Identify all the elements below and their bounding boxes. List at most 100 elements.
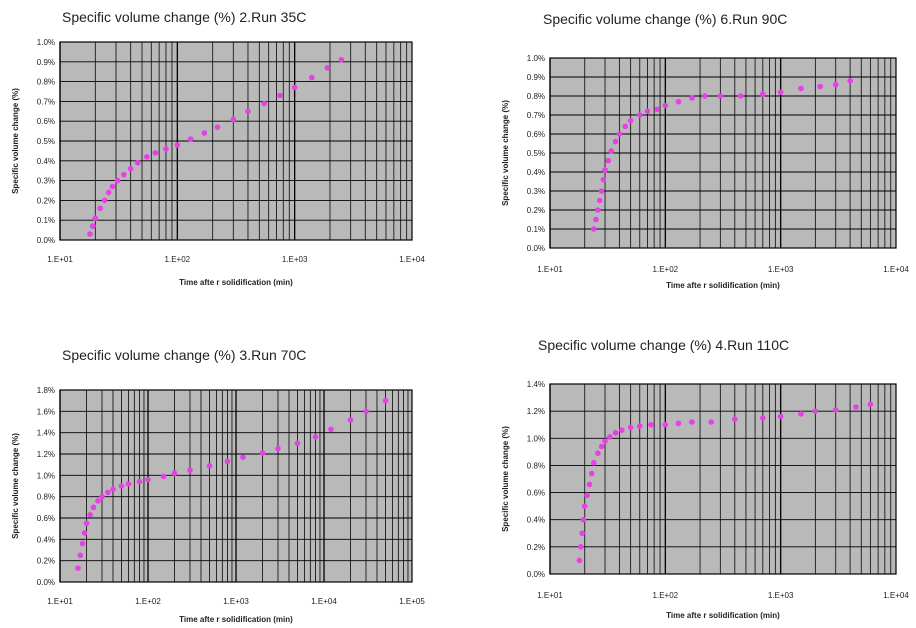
y-tick-label: 0.2% (37, 196, 55, 205)
data-point (593, 216, 599, 223)
x-tick-label: 1.E+05 (399, 597, 425, 606)
chart-title: Specific volume change (%) 6.Run 90C (543, 11, 787, 27)
data-point (812, 408, 819, 414)
data-point (605, 157, 612, 164)
x-tick-label: 1.E+04 (883, 265, 909, 274)
data-point (596, 197, 603, 204)
data-point (214, 124, 221, 130)
data-point (832, 406, 839, 413)
data-point (261, 100, 268, 107)
y-tick-label: 0.6% (527, 489, 545, 498)
x-tick-label: 1.E+01 (47, 597, 73, 606)
data-point (92, 215, 99, 222)
y-tick-label: 0.8% (527, 92, 545, 101)
x-tick-label: 1.E+02 (653, 591, 679, 600)
data-point (324, 64, 331, 71)
data-point (118, 483, 125, 489)
data-point (576, 557, 583, 564)
data-point (97, 205, 103, 212)
data-point (607, 434, 613, 440)
data-point (612, 430, 619, 436)
y-tick-label: 1.2% (527, 407, 545, 416)
data-point (95, 498, 101, 504)
data-point (648, 421, 654, 428)
x-tick-label: 1.E+04 (311, 597, 337, 606)
y-tick-label: 0.2% (527, 206, 545, 215)
data-point (152, 150, 159, 156)
y-tick-label: 0.0% (527, 244, 545, 253)
data-point (245, 108, 251, 115)
y-tick-label: 1.2% (37, 450, 55, 459)
data-point (717, 93, 724, 99)
y-tick-label: 1.4% (527, 380, 545, 389)
x-tick-label: 1.E+03 (282, 255, 308, 264)
x-tick-label: 1.E+03 (223, 597, 249, 606)
y-tick-label: 0.1% (37, 216, 55, 225)
data-point (144, 154, 150, 160)
data-point (654, 106, 660, 113)
data-point (777, 89, 784, 95)
data-point (675, 420, 682, 427)
data-point (87, 231, 93, 237)
data-point (294, 440, 301, 447)
data-point (580, 516, 587, 523)
y-axis-label: Specific volume change (%) (11, 433, 20, 539)
y-tick-label: 0.4% (527, 516, 545, 525)
data-point (174, 142, 181, 148)
y-axis-label: Specific volume change (%) (501, 100, 510, 206)
data-point (584, 492, 590, 499)
y-tick-label: 0.2% (527, 543, 545, 552)
data-point (145, 476, 151, 483)
data-point (83, 520, 90, 527)
data-point (598, 443, 605, 450)
data-point (616, 131, 623, 137)
data-point (608, 148, 615, 154)
y-tick-label: 0.4% (527, 168, 545, 177)
data-point (134, 159, 141, 166)
data-point (644, 108, 651, 114)
y-tick-label: 0.0% (527, 570, 545, 579)
data-point (171, 470, 178, 476)
y-axis-label: Specific volume change (%) (11, 88, 20, 194)
data-point (259, 450, 266, 456)
data-point (275, 445, 281, 452)
chart-panel-run4: Specific volume change (%) 4.Run 110C 0.0… (458, 326, 916, 626)
y-tick-label: 0.8% (527, 461, 545, 470)
data-point (595, 207, 601, 213)
data-point (598, 188, 605, 194)
data-point (760, 91, 766, 97)
y-tick-label: 0.3% (37, 177, 55, 186)
data-point (110, 486, 116, 492)
data-point (87, 512, 93, 518)
y-tick-label: 0.4% (37, 157, 55, 166)
y-tick-label: 0.3% (527, 187, 545, 196)
data-point (600, 176, 607, 183)
chart-svg: Specific volume change (%) 4.Run 110C 0.0… (501, 337, 909, 620)
y-tick-label: 0.9% (37, 58, 55, 67)
y-tick-label: 0.2% (37, 557, 55, 566)
x-axis-label: Time afte r solidification (min) (666, 611, 780, 620)
data-point (79, 540, 86, 547)
y-tick-label: 0.6% (37, 514, 55, 523)
data-point (595, 450, 601, 457)
y-tick-label: 0.8% (37, 78, 55, 87)
data-point (160, 473, 167, 480)
data-point (832, 81, 839, 88)
y-tick-label: 1.6% (37, 407, 55, 416)
y-tick-label: 0.6% (527, 130, 545, 139)
data-point (602, 167, 608, 173)
data-point (338, 57, 345, 63)
data-point (206, 462, 213, 469)
data-point (817, 83, 823, 90)
data-point (163, 146, 169, 152)
data-point (627, 424, 634, 431)
data-point (737, 93, 744, 99)
data-point (90, 504, 97, 511)
data-point (312, 434, 319, 440)
data-point (187, 467, 193, 473)
data-point (798, 411, 804, 417)
data-point (105, 489, 111, 496)
data-point (689, 95, 695, 101)
data-point (586, 481, 593, 488)
data-point (121, 171, 127, 178)
